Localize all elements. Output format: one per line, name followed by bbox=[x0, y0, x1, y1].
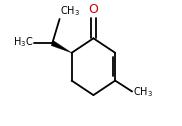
Polygon shape bbox=[51, 41, 72, 53]
Text: O: O bbox=[88, 3, 98, 16]
Text: CH$_3$: CH$_3$ bbox=[60, 4, 80, 18]
Text: H$_3$C: H$_3$C bbox=[13, 36, 34, 49]
Text: CH$_3$: CH$_3$ bbox=[133, 85, 153, 99]
